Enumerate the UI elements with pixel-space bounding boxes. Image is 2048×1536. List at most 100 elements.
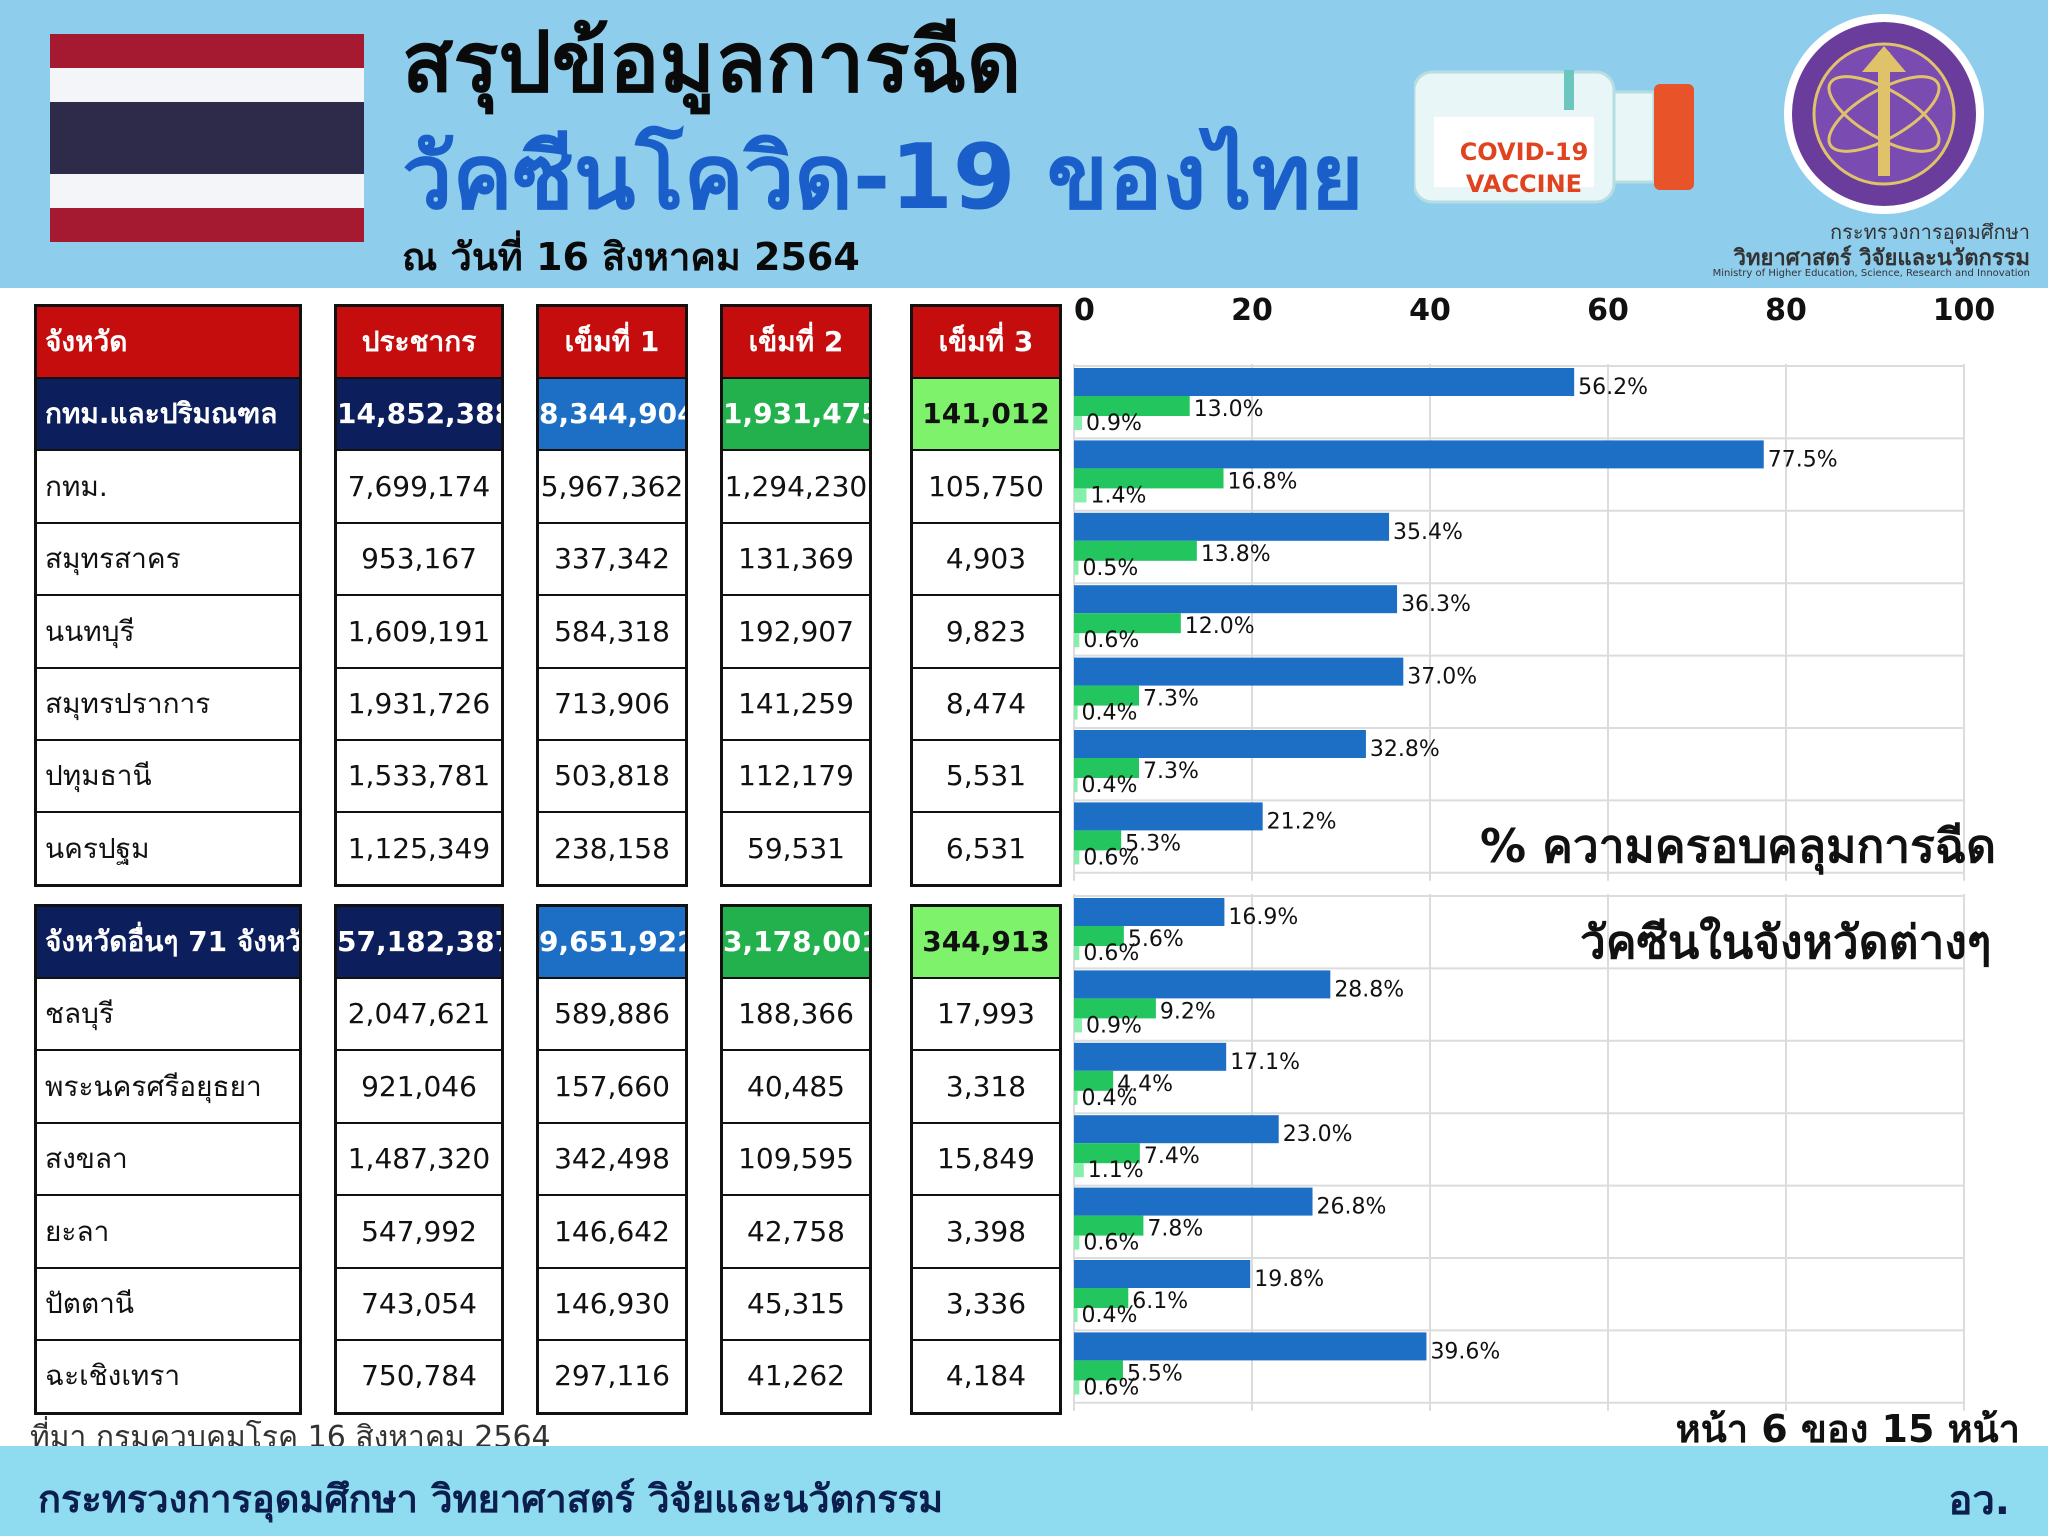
- table-cell-population: 743,054: [337, 1269, 501, 1341]
- data-label-dose3: 0.9%: [1086, 411, 1142, 436]
- column-header-dose2: เข็มที่ 2: [723, 307, 869, 379]
- table-cell-province: ชลบุรี: [37, 979, 299, 1052]
- thai-flag-icon: [50, 34, 364, 242]
- footer-banner: กระทรวงการอุดมศึกษา วิทยาศาสตร์ วิจัยและ…: [0, 1446, 2048, 1536]
- data-label-dose3: 0.6%: [1083, 1231, 1139, 1256]
- data-label-dose1: 32.8%: [1370, 737, 1440, 762]
- ministry-name-en: Ministry of Higher Education, Science, R…: [1712, 268, 2030, 279]
- data-label-dose3: 0.6%: [1083, 941, 1139, 966]
- table-cell-population: 7,699,174: [337, 452, 501, 524]
- table-cell-province: ยะลา: [37, 1197, 299, 1269]
- table-cell-dose1: 157,660: [539, 1052, 685, 1124]
- data-label-dose1: 39.6%: [1430, 1339, 1500, 1364]
- data-label-dose3: 0.9%: [1086, 1013, 1142, 1038]
- bar-dose3: [1074, 560, 1079, 575]
- bar-dose3: [1074, 946, 1080, 960]
- data-label-dose2: 7.4%: [1144, 1144, 1200, 1169]
- x-tick-label: 40: [1409, 293, 1451, 328]
- x-tick-label: 20: [1231, 293, 1273, 328]
- table-cell-dose2: 141,259: [723, 669, 869, 741]
- table-cell-province: นนทบุรี: [37, 597, 299, 669]
- bar-dose1: [1074, 1187, 1313, 1216]
- bar-dose2: [1074, 468, 1224, 489]
- table-column-dose2-group2: 3,178,001 188,366 40,485 109,595 42,758 45,31…: [720, 904, 872, 1415]
- table-cell-population: 1,609,191: [337, 597, 501, 669]
- bar-dose2: [1074, 1070, 1114, 1091]
- data-label-dose2: 4.4%: [1117, 1072, 1173, 1097]
- bar-dose1: [1074, 802, 1263, 831]
- data-label-dose1: 37.0%: [1407, 665, 1477, 690]
- group-total-dose2: 3,178,001: [723, 907, 869, 979]
- data-label-dose2: 13.0%: [1194, 397, 1264, 422]
- data-label-dose2: 5.6%: [1128, 927, 1184, 952]
- bar-dose1: [1074, 1042, 1227, 1071]
- header-banner: สรุปข้อมูลการฉีด วัคซีนโควิด-19 ของไทย ณ…: [0, 0, 2048, 288]
- table-cell-dose2: 42,758: [723, 1197, 869, 1269]
- bar-dose2: [1074, 830, 1122, 851]
- x-tick-label: 0: [1074, 293, 1095, 328]
- table-cell-dose2: 112,179: [723, 741, 869, 814]
- table-cell-dose1: 337,342: [539, 524, 685, 597]
- table-cell-dose2: 1,294,230: [723, 452, 869, 524]
- table-cell-dose3: 4,184: [945, 1359, 1027, 1393]
- column-header-population: ประชากร: [337, 307, 501, 379]
- bar-dose3: [1074, 1090, 1078, 1105]
- table-cell-province: สมุทรปราการ: [37, 669, 299, 741]
- table-cell-dose1: 713,906: [539, 669, 685, 741]
- bar-dose1: [1074, 898, 1225, 926]
- group-total-dose3: 344,913: [913, 907, 1059, 979]
- data-label-dose2: 5.5%: [1127, 1361, 1183, 1386]
- table-cell-province: สมุทรสาคร: [37, 524, 299, 597]
- table-cell-province: สงขลา: [37, 1124, 299, 1197]
- data-label-dose1: 23.0%: [1283, 1122, 1353, 1147]
- table-cell-dose1: 5,967,362: [539, 452, 685, 524]
- table-column-dose3-group2: 344,913 17,993 3,318 15,849 3,398 3,336 4,184: [910, 904, 1062, 1415]
- bar-dose2: [1074, 540, 1197, 561]
- data-label-dose2: 7.3%: [1143, 759, 1199, 784]
- page-title-line1: สรุปข้อมูลการฉีด: [402, 13, 1022, 111]
- data-label-dose2: 12.0%: [1185, 614, 1255, 639]
- data-label-dose2: 6.1%: [1132, 1289, 1188, 1314]
- table-cell-dose1: 238,158: [554, 831, 670, 865]
- table-cell-dose2: 109,595: [723, 1124, 869, 1197]
- table-column-dose1: เข็มที่ 1 8,344,904 5,967,362 337,342 584,31…: [536, 304, 688, 888]
- table-cell-population: 1,487,320: [337, 1124, 501, 1197]
- bar-dose1: [1074, 585, 1398, 614]
- table-column-province-group2: จังหวัดอื่นๆ 71 จังหวัด ชลบุรี พระนครศรีอย…: [34, 904, 302, 1415]
- data-label-dose2: 5.3%: [1125, 831, 1181, 856]
- table-cell-population: 2,047,621: [337, 979, 501, 1052]
- bar-dose2: [1074, 998, 1156, 1019]
- bar-dose1: [1074, 512, 1390, 541]
- footer-ministry: กระทรวงการอุดมศึกษา วิทยาศาสตร์ วิจัยและ…: [38, 1477, 944, 1521]
- data-label-dose2: 7.8%: [1147, 1217, 1203, 1242]
- bar-dose2: [1074, 613, 1181, 634]
- column-header-dose1: เข็มที่ 1: [539, 307, 685, 379]
- data-label-dose1: 21.2%: [1267, 809, 1337, 834]
- table-cell-dose1: 146,930: [539, 1269, 685, 1341]
- page-title-line2: วัคซีนโควิด-19 ของไทย: [402, 125, 1364, 230]
- page-indicator: หน้า 6 ของ 15 หน้า: [1675, 1407, 2020, 1451]
- table-cell-dose3: 9,823: [913, 597, 1059, 669]
- data-label-dose1: 28.8%: [1334, 977, 1404, 1002]
- data-label-dose3: 0.4%: [1082, 1086, 1138, 1111]
- table-cell-dose1: 297,116: [554, 1359, 670, 1393]
- table-cell-dose1: 146,642: [539, 1197, 685, 1269]
- bar-dose1: [1074, 970, 1331, 999]
- data-label-dose3: 0.6%: [1083, 845, 1139, 870]
- data-label-dose1: 19.8%: [1254, 1267, 1324, 1292]
- ministry-name-th-2: วิทยาศาสตร์ วิจัยและนวัตกรรม: [1733, 246, 2030, 271]
- group-total-dose3: 141,012: [913, 379, 1059, 452]
- bar-dose3: [1074, 1380, 1080, 1395]
- table-cell-dose1: 589,886: [539, 979, 685, 1052]
- bar-dose3: [1074, 1235, 1080, 1250]
- group-total-province: จังหวัดอื่นๆ 71 จังหวัด: [37, 907, 299, 979]
- table-cell-dose1: 584,318: [539, 597, 685, 669]
- table-cell-population: 1,931,726: [337, 669, 501, 741]
- bar-dose3: [1074, 778, 1078, 792]
- data-label-dose3: 1.1%: [1088, 1158, 1144, 1183]
- group-total-dose2: 1,931,475: [723, 379, 869, 452]
- table-column-dose2: เข็มที่ 2 1,931,475 1,294,230 131,369 192,90…: [720, 304, 872, 888]
- chart-caption-line2: วัคซีนในจังหวัดต่างๆ: [1580, 915, 1992, 969]
- table-cell-dose2: 40,485: [723, 1052, 869, 1124]
- ministry-name-th-1: กระทรวงการอุดมศึกษา: [1830, 220, 2030, 244]
